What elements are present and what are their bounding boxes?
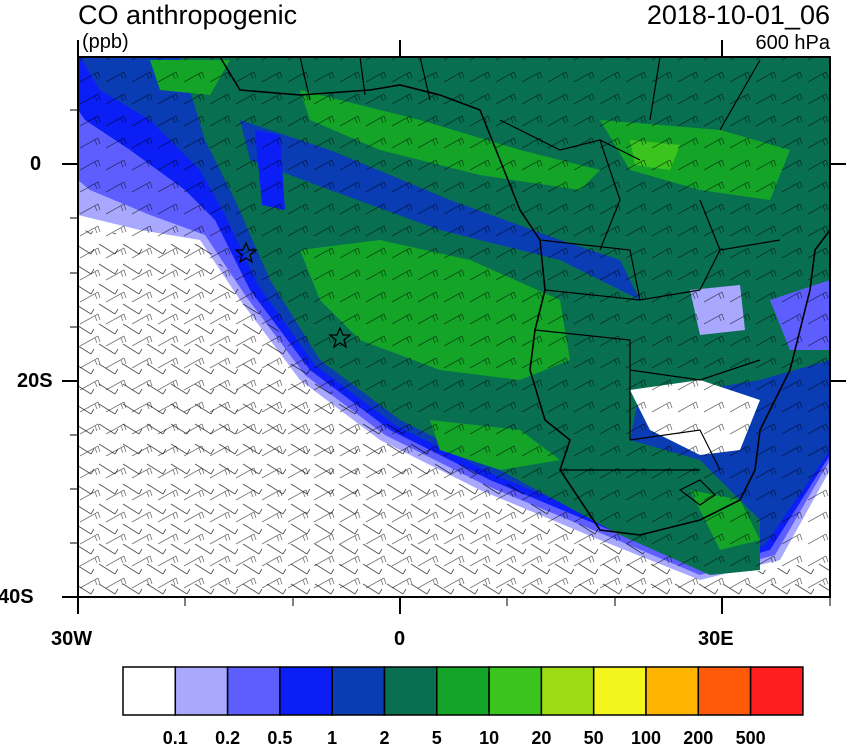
pressure-level-label: 600 hPa <box>755 32 830 54</box>
colorbar-label: 100 <box>630 728 662 748</box>
minor-ticks <box>70 109 831 606</box>
y-tick-label-20s: 20S <box>17 370 53 392</box>
x-tick-label-0: 0 <box>394 628 406 650</box>
colorbar-label: 1 <box>327 728 338 748</box>
colorbar-swatch <box>645 666 700 716</box>
axis-ticks <box>62 40 846 614</box>
colorbar-label: 2 <box>379 728 390 748</box>
date-label: 2018-10-01_06 <box>646 0 830 30</box>
country-borders <box>299 57 781 506</box>
colorbar-label: 0.5 <box>267 728 293 748</box>
wind-barbs-ocean <box>78 230 830 597</box>
colorbar-swatch <box>279 666 333 716</box>
colorbar-swatch <box>436 666 490 716</box>
colorbar-label: 10 <box>479 728 500 748</box>
colorbar-swatch <box>174 666 229 716</box>
y-tick-label-40s: 40S <box>0 586 34 608</box>
colorbar-swatch <box>122 666 177 716</box>
colorbar-label: 500 <box>735 728 766 748</box>
co-field <box>78 57 830 597</box>
colorbar-label: 0.1 <box>162 728 188 748</box>
x-tick-label-30e: 30E <box>698 628 734 650</box>
colorbar-swatch <box>592 666 647 716</box>
plot-title: CO anthropogenic <box>78 0 298 30</box>
colorbar-label: 0.2 <box>215 728 241 748</box>
colorbar-label: 200 <box>683 728 714 748</box>
colorbar-label: 20 <box>531 728 552 748</box>
colorbar-swatch <box>383 666 438 716</box>
x-tick-label-30w: 30W <box>51 628 93 650</box>
station-marker-star <box>328 326 352 349</box>
colorbar-swatch <box>749 666 804 716</box>
station-marker-star <box>234 241 258 264</box>
africa-coastline <box>219 57 830 536</box>
y-tick-label-0: 0 <box>30 153 42 175</box>
colorbar-label: 5 <box>431 728 442 748</box>
colorbar-label: 50 <box>583 728 604 748</box>
colorbar-swatch <box>488 666 543 716</box>
units-label: (ppb) <box>82 31 129 53</box>
colorbar-swatch <box>226 666 281 716</box>
colorbar-swatch <box>331 666 386 716</box>
colorbar-swatch <box>540 666 595 716</box>
colorbar-swatch <box>697 666 752 716</box>
